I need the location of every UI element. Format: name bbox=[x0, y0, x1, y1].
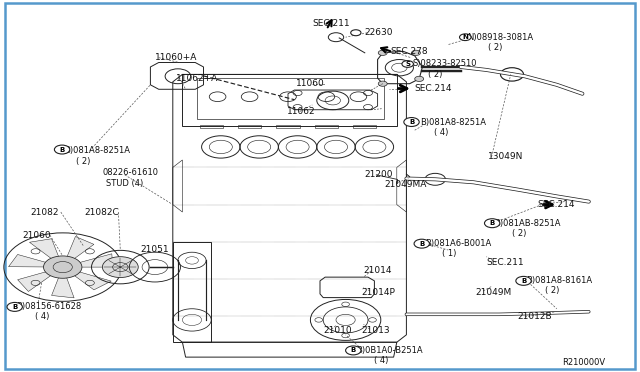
Circle shape bbox=[484, 219, 500, 228]
Text: ( 4): ( 4) bbox=[374, 356, 388, 365]
Text: 21010: 21010 bbox=[323, 326, 352, 335]
Text: 21051: 21051 bbox=[141, 246, 170, 254]
Text: B: B bbox=[490, 220, 495, 226]
Text: ( 2): ( 2) bbox=[76, 157, 90, 166]
Text: ( 2): ( 2) bbox=[428, 70, 442, 79]
Circle shape bbox=[351, 30, 361, 36]
Text: ( 4): ( 4) bbox=[35, 312, 49, 321]
Text: N)08918-3081A: N)08918-3081A bbox=[467, 33, 533, 42]
Text: 21013: 21013 bbox=[362, 326, 390, 335]
Text: 21082C: 21082C bbox=[84, 208, 119, 217]
Text: B: B bbox=[12, 304, 17, 310]
Circle shape bbox=[414, 239, 429, 248]
Text: ( 1): ( 1) bbox=[442, 249, 456, 258]
Text: 21049M: 21049M bbox=[475, 288, 511, 296]
Bar bbox=[238, 125, 261, 128]
Circle shape bbox=[102, 257, 138, 278]
Polygon shape bbox=[8, 254, 52, 267]
Text: 21060: 21060 bbox=[22, 231, 51, 240]
Text: B: B bbox=[409, 119, 414, 125]
Polygon shape bbox=[29, 239, 60, 261]
Text: 21014: 21014 bbox=[364, 266, 392, 275]
Text: SEC.278: SEC.278 bbox=[390, 47, 428, 56]
Polygon shape bbox=[74, 254, 113, 267]
Text: B: B bbox=[351, 347, 356, 353]
Text: STUD (4): STUD (4) bbox=[106, 179, 143, 187]
Text: B)08156-61628: B)08156-61628 bbox=[16, 302, 81, 311]
Circle shape bbox=[516, 276, 531, 285]
Text: 21200: 21200 bbox=[365, 170, 394, 179]
Text: B: B bbox=[419, 241, 424, 247]
Text: 21049MA: 21049MA bbox=[384, 180, 426, 189]
Text: 21014P: 21014P bbox=[362, 288, 396, 296]
Text: B)081A6-B001A: B)081A6-B001A bbox=[426, 239, 492, 248]
Text: 21082: 21082 bbox=[31, 208, 60, 217]
Text: B)0B1A0-B251A: B)0B1A0-B251A bbox=[356, 346, 423, 355]
Text: 13049N: 13049N bbox=[488, 153, 523, 161]
Text: B)081AB-8251A: B)081AB-8251A bbox=[494, 219, 561, 228]
Text: ( 2): ( 2) bbox=[512, 229, 526, 238]
Text: S: S bbox=[405, 61, 410, 67]
Circle shape bbox=[402, 61, 413, 67]
Text: B)081A8-8251A: B)081A8-8251A bbox=[420, 118, 486, 126]
Text: ( 2): ( 2) bbox=[545, 286, 559, 295]
Text: N: N bbox=[462, 34, 468, 40]
Text: B: B bbox=[521, 278, 526, 284]
Text: 08226-61610: 08226-61610 bbox=[102, 169, 159, 177]
Bar bbox=[353, 125, 376, 128]
Circle shape bbox=[378, 81, 387, 86]
Circle shape bbox=[44, 256, 82, 278]
Polygon shape bbox=[70, 271, 111, 290]
Text: SEC.211: SEC.211 bbox=[312, 19, 350, 28]
Bar bbox=[315, 125, 338, 128]
Text: 11062: 11062 bbox=[287, 107, 316, 116]
Text: SEC.214: SEC.214 bbox=[538, 200, 575, 209]
Text: 22630: 22630 bbox=[365, 28, 394, 37]
Text: B)081A8-8161A: B)081A8-8161A bbox=[526, 276, 592, 285]
Text: 11060: 11060 bbox=[296, 79, 324, 88]
Text: 11060+A: 11060+A bbox=[155, 53, 197, 62]
Text: B: B bbox=[60, 147, 65, 153]
Bar bbox=[200, 125, 223, 128]
Circle shape bbox=[7, 302, 22, 311]
Text: SEC.211: SEC.211 bbox=[486, 258, 524, 267]
Text: SEC.214: SEC.214 bbox=[415, 84, 452, 93]
Circle shape bbox=[415, 76, 424, 81]
Circle shape bbox=[346, 346, 361, 355]
Circle shape bbox=[378, 50, 387, 55]
Circle shape bbox=[404, 118, 419, 126]
Bar bbox=[276, 125, 300, 128]
Text: S)08233-82510: S)08233-82510 bbox=[413, 60, 477, 68]
Text: 21012B: 21012B bbox=[517, 312, 552, 321]
Text: 11062+A: 11062+A bbox=[176, 74, 218, 83]
Circle shape bbox=[412, 50, 420, 55]
Text: ( 2): ( 2) bbox=[488, 43, 502, 52]
Circle shape bbox=[54, 145, 70, 154]
Circle shape bbox=[460, 34, 471, 41]
Polygon shape bbox=[18, 270, 54, 292]
Text: R210000V: R210000V bbox=[562, 358, 605, 367]
Text: B)081A8-8251A: B)081A8-8251A bbox=[64, 146, 130, 155]
Text: ( 4): ( 4) bbox=[434, 128, 448, 137]
Polygon shape bbox=[66, 237, 94, 262]
Polygon shape bbox=[52, 274, 74, 298]
